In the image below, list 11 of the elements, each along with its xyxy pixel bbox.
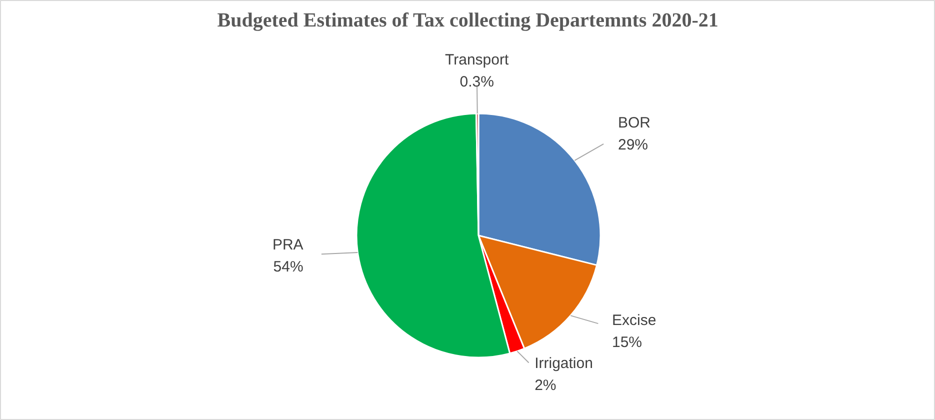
data-label: 54% [273,258,304,276]
data-label: 29% [618,136,648,154]
slice-label: Irrigation [534,354,593,372]
slice-label: BOR [618,114,651,132]
data-label: 2% [534,376,556,394]
data-label: 0.3% [460,73,494,90]
slice-label: PRA [272,236,304,254]
slice-label: Transport [445,51,510,68]
data-label: 15% [612,334,642,352]
slice-label: Excise [612,312,656,330]
chart-title: Budgeted Estimates of Tax collecting Departemnts 2020-21 [217,10,718,32]
